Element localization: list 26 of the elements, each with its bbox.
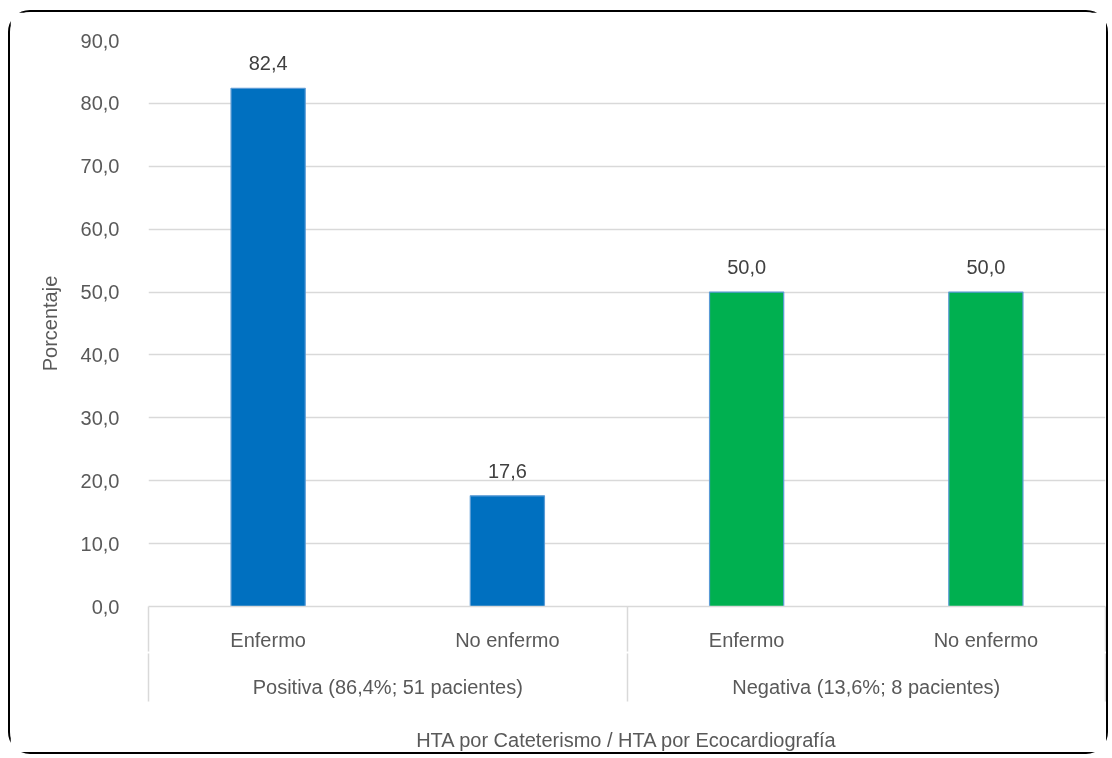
y-tick-label: 80,0 [80, 92, 120, 115]
y-tick-label: 30,0 [80, 406, 120, 429]
bar [230, 87, 306, 607]
data-label: 50,0 [727, 256, 767, 279]
x-tick-label: No enfermo [933, 628, 1039, 651]
y-tick-label: 50,0 [80, 281, 120, 304]
x-tick-label: Enfermo [230, 628, 306, 651]
y-tick-label: 20,0 [80, 469, 120, 492]
data-label: 82,4 [248, 52, 288, 75]
y-axis-title: Porcentaje [38, 275, 61, 372]
y-tick-label: 40,0 [80, 343, 120, 366]
y-tick-label: 10,0 [80, 532, 120, 555]
x-tick-label: No enfermo [455, 628, 560, 651]
y-tick-label: 90,0 [80, 29, 120, 52]
x-axis-title: HTA por Cateterismo / HTA por Ecocardiografía [416, 728, 837, 751]
x-tick-label: Enfermo [708, 628, 785, 651]
text: Positiva (86,4%; 51 pacientes) [252, 675, 523, 698]
bar [469, 495, 546, 607]
y-tick-label: 60,0 [80, 218, 120, 241]
y-tick-label: 0,0 [91, 595, 120, 618]
y-tick-label: 70,0 [80, 155, 120, 178]
data-label: 50,0 [966, 256, 1006, 279]
bar [708, 291, 785, 607]
bar [948, 291, 1024, 607]
data-label: 17,6 [487, 459, 527, 482]
text: Negativa (13,6%; 8 pacientes) [732, 675, 1001, 698]
